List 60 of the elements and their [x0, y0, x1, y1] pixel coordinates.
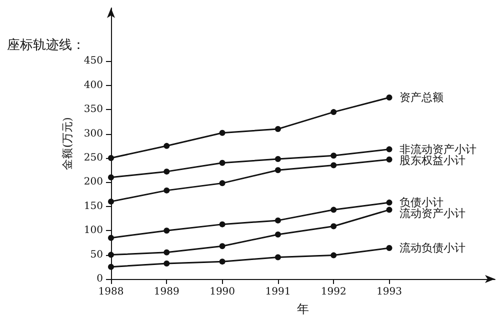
x-tick-label: 1991: [265, 286, 291, 298]
point: [274, 126, 281, 132]
x-tick-label: 1988: [98, 286, 124, 298]
point: [164, 168, 170, 175]
point: [274, 254, 281, 260]
point: [386, 156, 392, 162]
y-tick-label: 450: [84, 56, 103, 67]
point: [386, 206, 392, 213]
point: [108, 198, 114, 205]
point: [330, 252, 337, 258]
point: [274, 156, 281, 162]
series-label: 流动资产小计: [399, 207, 466, 220]
point: [108, 252, 114, 258]
y-axis-title: 金额(万元): [61, 117, 74, 170]
x-tick-label: 1992: [320, 286, 346, 298]
point: [164, 249, 170, 256]
point: [108, 155, 114, 162]
point: [219, 160, 226, 166]
point: [274, 231, 281, 238]
x-tick-label: 1989: [154, 286, 180, 298]
point: [219, 180, 226, 186]
series-label: 资产总额: [399, 91, 444, 104]
point: [330, 223, 337, 230]
y-tick-label: 200: [84, 176, 103, 188]
point: [386, 146, 392, 152]
point: [330, 162, 337, 168]
y-tick-label: 300: [84, 128, 103, 140]
series-label: 流动负债小计: [399, 242, 466, 255]
point: [164, 142, 170, 149]
y-tick-label: 400: [84, 80, 103, 91]
y-tick-label: 150: [84, 200, 103, 212]
point: [330, 206, 337, 213]
point: [108, 234, 114, 241]
point: [219, 258, 226, 265]
text: 座标轨迹线：: [7, 37, 85, 53]
series-label: 股东权益小计: [399, 154, 466, 167]
x-tick-label: 1993: [376, 286, 402, 298]
point: [108, 174, 114, 180]
point: [219, 243, 226, 250]
y-tick-label: 350: [84, 104, 103, 116]
series-label: 非流动资产小计: [399, 142, 476, 156]
y-tick-label: 100: [84, 225, 103, 236]
point: [164, 187, 170, 194]
point: [386, 94, 392, 101]
point: [108, 264, 114, 270]
point: [330, 109, 337, 116]
x-axis-title: 年: [297, 302, 309, 316]
point: [386, 245, 392, 252]
point: [164, 228, 170, 234]
point: [330, 152, 337, 159]
point: [386, 200, 392, 206]
y-tick-label: 250: [84, 152, 103, 164]
y-tick-label: 50: [90, 249, 103, 260]
point: [164, 260, 170, 267]
y-tick-label: 0: [96, 274, 103, 284]
point: [219, 130, 226, 136]
point: [274, 217, 281, 224]
x-tick-label: 1990: [210, 286, 236, 298]
point: [274, 167, 281, 174]
point: [219, 221, 226, 228]
